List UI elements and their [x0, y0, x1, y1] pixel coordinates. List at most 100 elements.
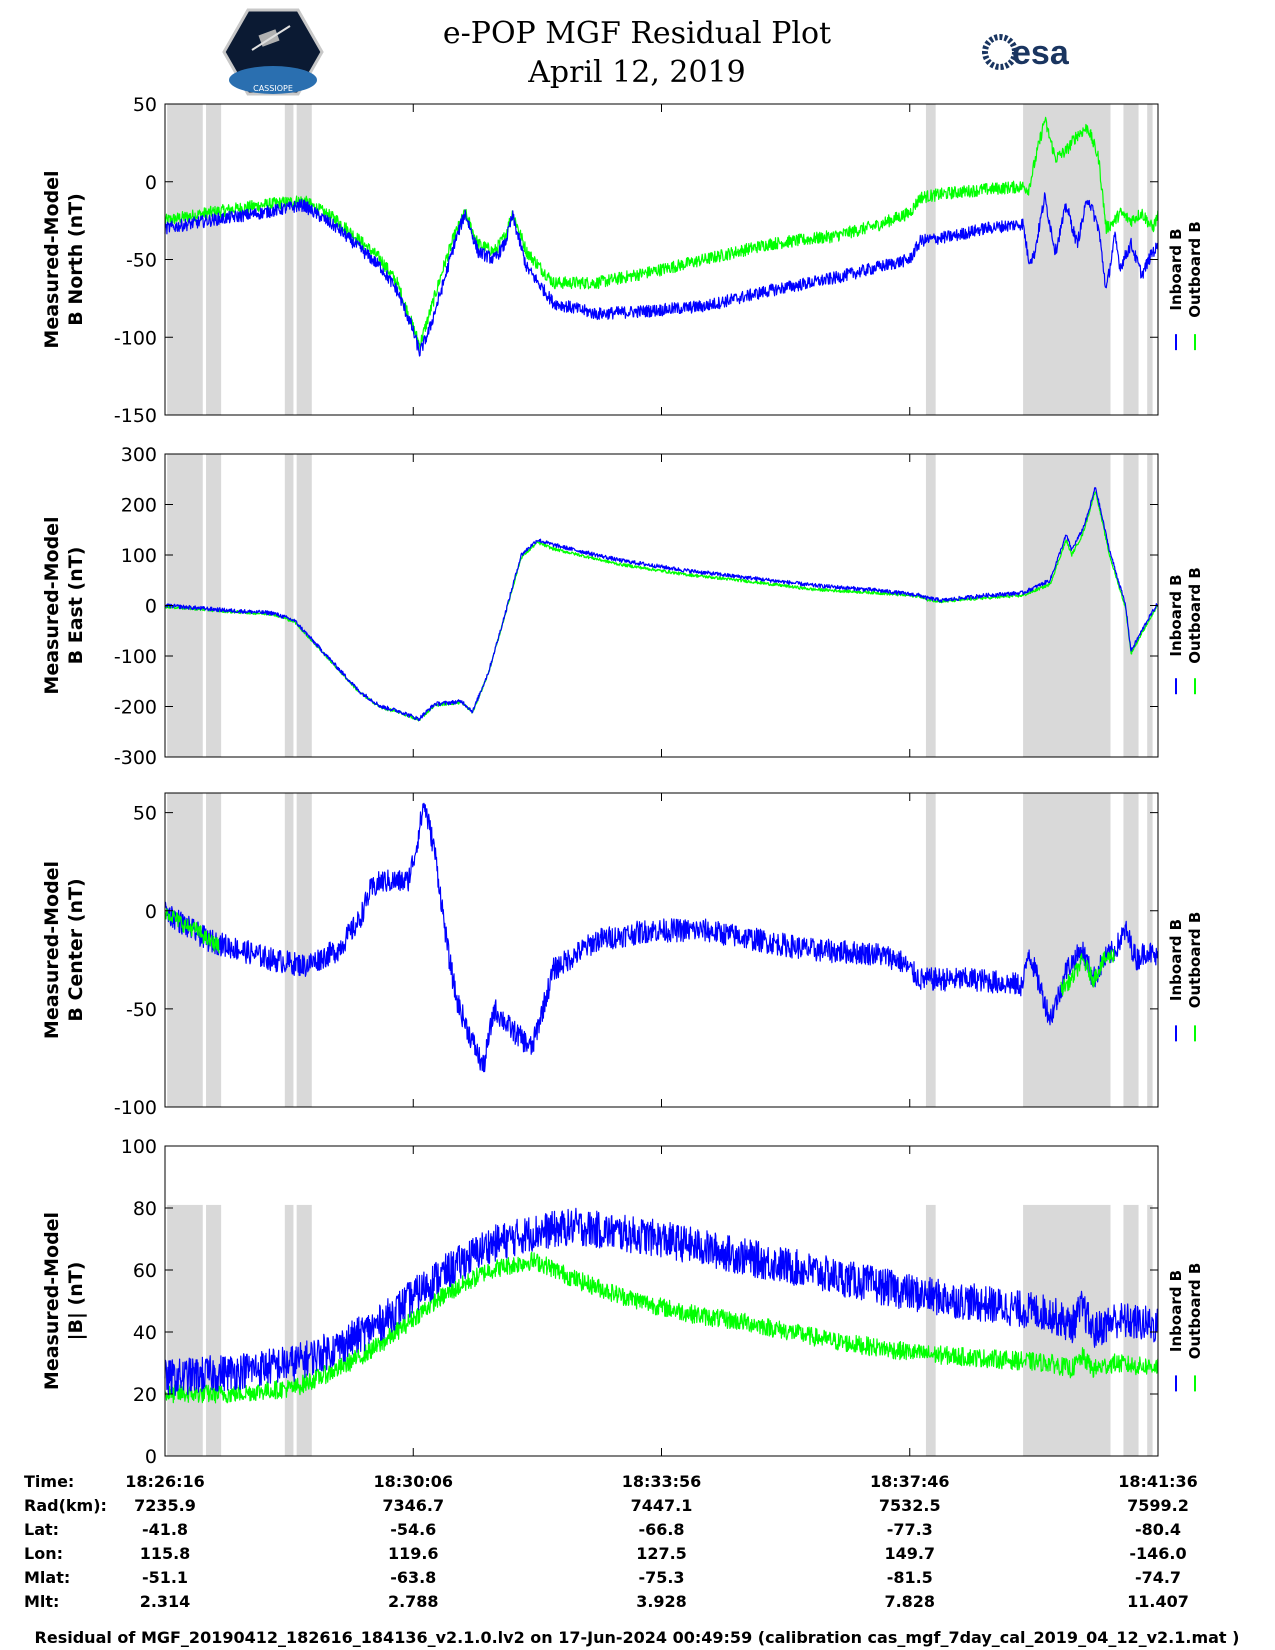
shaded-region: [206, 104, 222, 415]
ephemeris-value: -51.1: [142, 1568, 188, 1587]
shaded-region: [1123, 454, 1139, 757]
legend-outboard-label: Outboard B: [1186, 221, 1204, 318]
y-tick-label: 0: [145, 596, 157, 618]
shaded-region: [284, 1204, 294, 1456]
y-tick-label: 40: [133, 1322, 157, 1344]
legend: Inboard B Outboard B: [1167, 912, 1204, 1042]
outboard-trace: [164, 1251, 1159, 1404]
outboard-trace: [164, 491, 1159, 722]
satellite-boom-icon: [251, 25, 291, 51]
shaded-region: [206, 454, 222, 757]
shaded-region: [1147, 1204, 1153, 1456]
y-axis-label-line1: Measured-Model: [41, 861, 63, 1039]
y-axis-label-line1: Measured-Model: [41, 1212, 63, 1390]
legend-inboard-label: Inboard B: [1167, 228, 1185, 310]
axes-box: [164, 103, 1159, 416]
ephemeris-row-label: Lat:: [24, 1520, 59, 1539]
y-tick-label: -100: [114, 646, 157, 668]
esa-logo-text: esa: [1012, 34, 1070, 72]
ephemeris-value: 18:33:56: [622, 1472, 702, 1491]
shaded-region: [284, 104, 294, 415]
y-tick-label: 100: [121, 545, 157, 567]
panel-2: -300 -200 -100 0 100 200 300 Measured-Model B Ea…: [41, 444, 1204, 769]
shaded-region: [925, 104, 936, 415]
y-axis-label-line1: Measured-Model: [41, 516, 63, 694]
legend-inboard-label: Inboard B: [1167, 919, 1185, 1001]
ephemeris-row-label: Rad(km):: [24, 1496, 107, 1515]
ephemeris-value: -66.8: [638, 1520, 684, 1539]
ephemeris-value: -81.5: [887, 1568, 933, 1587]
inboard-trace: [164, 192, 1159, 357]
y-tick-label: -100: [114, 1097, 157, 1119]
y-tick-label: -100: [114, 327, 157, 349]
inboard-trace: [164, 1207, 1159, 1396]
ephemeris-value: 11.407: [1127, 1592, 1189, 1611]
shaded-region: [296, 454, 312, 757]
ephemeris-value: 7235.9: [134, 1496, 196, 1515]
legend-outboard-label: Outboard B: [1186, 1263, 1204, 1360]
ephemeris-row: Lat: -41.8 -54.6 -66.8 -77.3 -80.4: [24, 1520, 1181, 1539]
ephemeris-value: -80.4: [1135, 1520, 1181, 1539]
ephemeris-row: Lon: 115.8 119.6 127.5 149.7 -146.0: [24, 1544, 1187, 1563]
y-axis-label: Measured-Model B Center (nT): [41, 861, 87, 1039]
axes-box: [164, 792, 1159, 1108]
esa-emblem-icon: [982, 34, 1018, 70]
legend: Inboard B Outboard B: [1167, 1263, 1204, 1392]
ephemeris-table: Time: 18:26:16 18:30:06 18:33:56 18:37:46 18:…: [24, 1472, 1198, 1611]
legend: Inboard B Outboard B: [1167, 221, 1204, 351]
ephemeris-value: -75.3: [638, 1568, 684, 1587]
shaded-region: [925, 1204, 936, 1456]
ephemeris-value: 149.7: [884, 1544, 935, 1563]
y-tick-label: 0: [145, 172, 157, 194]
esa-logo: esa: [982, 34, 1070, 72]
shaded-region: [1023, 454, 1111, 757]
shaded-region: [1123, 104, 1139, 415]
legend-outboard-label: Outboard B: [1186, 567, 1204, 664]
ephemeris-row: Rad(km): 7235.9 7346.7 7447.1 7532.5 7599.2: [24, 1496, 1189, 1515]
ephemeris-value: -77.3: [887, 1520, 933, 1539]
shaded-region: [1023, 793, 1111, 1107]
ephemeris-value: 7346.7: [382, 1496, 444, 1515]
y-axis-label-line2: |B| (nT): [65, 1262, 87, 1341]
ephemeris-value: 7532.5: [879, 1496, 941, 1515]
ephemeris-value: 115.8: [140, 1544, 191, 1563]
ephemeris-row-label: Lon:: [24, 1544, 63, 1563]
ephemeris-value: 18:26:16: [125, 1472, 205, 1491]
y-axis-label-line1: Measured-Model: [41, 170, 63, 348]
ephemeris-value: -74.7: [1135, 1568, 1181, 1587]
y-tick-label: 50: [133, 94, 157, 116]
ephemeris-row-label: Mlt:: [24, 1592, 59, 1611]
shaded-region: [1147, 454, 1153, 757]
outboard-trace: [164, 908, 1116, 996]
axes-box: [164, 1145, 1159, 1457]
axes-box: [164, 453, 1159, 758]
y-tick-label: -300: [114, 747, 157, 769]
header: CASSIOPE e-POP MGF Residual Plot April 1…: [222, 8, 1070, 96]
ephemeris-value: 18:41:36: [1118, 1472, 1198, 1491]
ephemeris-value: 2.788: [388, 1592, 439, 1611]
inboard-trace: [164, 487, 1159, 722]
ephemeris-row: Time: 18:26:16 18:30:06 18:33:56 18:37:46 18:…: [24, 1472, 1198, 1491]
cassiope-logo-text: CASSIOPE: [253, 84, 293, 93]
y-tick-label: 300: [121, 444, 157, 466]
ephemeris-value: 7599.2: [1127, 1496, 1189, 1515]
shaded-region: [296, 1204, 312, 1456]
footer-note: Residual of MGF_20190412_182616_184136_v…: [35, 1628, 1240, 1647]
ephemeris-value: 3.928: [636, 1592, 687, 1611]
earth-limb-icon: [229, 66, 317, 94]
y-tick-label: 20: [133, 1384, 157, 1406]
ephemeris-value: 18:37:46: [870, 1472, 950, 1491]
inboard-trace: [164, 802, 1159, 1073]
ephemeris-row-label: Mlat:: [24, 1568, 70, 1587]
y-tick-label: 60: [133, 1260, 157, 1282]
panel-4: 0 20 40 60 80 100 Measured-Model |B| (nT) Inboar…: [41, 1136, 1204, 1468]
ephemeris-value: 7.828: [884, 1592, 935, 1611]
cassiope-logo: CASSIOPE: [222, 8, 324, 96]
ephemeris-value: 18:30:06: [373, 1472, 453, 1491]
shaded-region: [167, 793, 203, 1107]
y-tick-label: 50: [133, 803, 157, 825]
y-tick-label: 0: [145, 901, 157, 923]
y-axis-label-line2: B Center (nT): [65, 878, 87, 1021]
